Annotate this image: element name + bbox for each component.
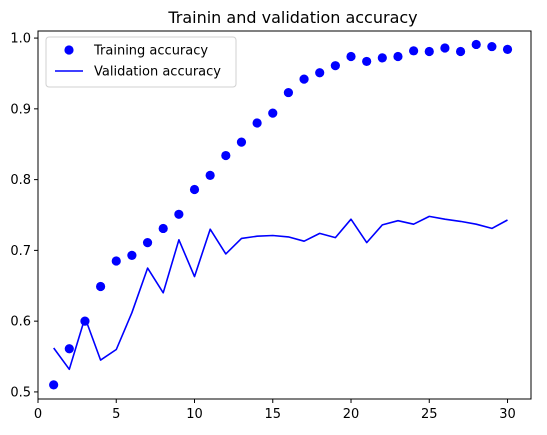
data-point-training-accuracy [111, 256, 121, 266]
axes: 0 5 10 15 20 25 30 0.5 0.6 0.7 0.8 0.9 1.0 [10, 30, 532, 422]
data-point-training-accuracy [189, 184, 200, 195]
data-point-training-accuracy [64, 344, 74, 354]
series-line-validation-accuracy [53, 215, 508, 371]
data-point-training-accuracy [268, 108, 278, 118]
legend-marker-training-accuracy [64, 45, 74, 55]
y-tick-label: 0.8 [10, 173, 31, 188]
data-point-training-accuracy [299, 74, 309, 84]
plot-frame [37, 30, 532, 400]
y-tick-label: 1.0 [10, 32, 31, 47]
legend: Training accuracy Validation accuracy [45, 36, 237, 88]
data-point-training-accuracy [330, 61, 340, 71]
data-point-training-accuracy [283, 87, 294, 98]
data-point-training-accuracy [205, 170, 215, 180]
data-point-training-accuracy [236, 137, 247, 147]
x-tick-label: 10 [186, 407, 203, 422]
data-point-training-accuracy [377, 53, 387, 63]
y-tick-label: 0.5 [10, 385, 31, 400]
x-tick-label: 30 [499, 407, 516, 422]
data-point-training-accuracy [502, 44, 513, 55]
x-tick-label: 5 [112, 407, 120, 422]
data-point-training-accuracy [158, 223, 168, 234]
data-point-training-accuracy [346, 51, 356, 62]
data-point-training-accuracy [440, 43, 450, 53]
x-tick-label: 20 [343, 407, 360, 422]
x-tick-label: 0 [34, 407, 42, 422]
data-point-training-accuracy [424, 46, 434, 57]
data-point-training-accuracy [362, 56, 372, 67]
chart-title: Trainin and validation accuracy [167, 8, 417, 27]
data-point-training-accuracy [393, 51, 403, 62]
x-tick-label: 25 [421, 407, 438, 422]
plot-area [49, 39, 513, 390]
legend-label: Validation accuracy [94, 65, 221, 80]
legend-box [45, 36, 237, 88]
data-point-training-accuracy [455, 46, 466, 57]
data-point-training-accuracy [252, 118, 262, 128]
y-tick-label: 0.9 [10, 102, 31, 117]
data-point-training-accuracy [174, 209, 184, 219]
data-point-training-accuracy [142, 238, 153, 248]
legend-label: Training accuracy [93, 44, 208, 59]
x-tick-label: 15 [264, 407, 281, 422]
data-point-training-accuracy [409, 46, 419, 56]
y-tick-label: 0.6 [10, 315, 31, 330]
data-point-training-accuracy [471, 39, 481, 50]
data-point-training-accuracy [127, 250, 137, 260]
data-point-training-accuracy [315, 68, 325, 78]
y-tick-label: 0.7 [10, 244, 31, 259]
data-point-training-accuracy [96, 281, 106, 292]
data-point-training-accuracy [221, 150, 231, 161]
data-point-training-accuracy [487, 41, 497, 52]
data-point-training-accuracy [49, 380, 59, 390]
